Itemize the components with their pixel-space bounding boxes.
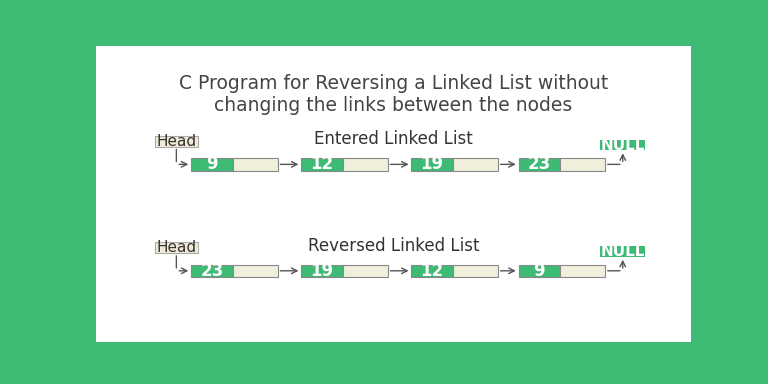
- FancyBboxPatch shape: [412, 265, 453, 277]
- FancyBboxPatch shape: [343, 158, 388, 170]
- FancyBboxPatch shape: [191, 158, 233, 170]
- Text: 23: 23: [200, 262, 223, 280]
- Text: C Program for Reversing a Linked List without
changing the links between the nod: C Program for Reversing a Linked List wi…: [179, 74, 608, 115]
- FancyBboxPatch shape: [301, 158, 343, 170]
- Text: Head: Head: [157, 134, 197, 149]
- Text: 9: 9: [534, 262, 545, 280]
- Text: 12: 12: [310, 156, 333, 173]
- FancyBboxPatch shape: [343, 265, 388, 277]
- FancyBboxPatch shape: [560, 158, 605, 170]
- Text: Head: Head: [157, 240, 197, 255]
- FancyBboxPatch shape: [233, 265, 277, 277]
- Text: 12: 12: [421, 262, 444, 280]
- FancyBboxPatch shape: [89, 43, 698, 345]
- Text: 23: 23: [528, 156, 551, 173]
- FancyBboxPatch shape: [191, 265, 233, 277]
- Text: 9: 9: [206, 156, 218, 173]
- Text: Entered Linked List: Entered Linked List: [314, 130, 473, 148]
- FancyBboxPatch shape: [518, 265, 560, 277]
- FancyBboxPatch shape: [155, 242, 198, 253]
- FancyBboxPatch shape: [601, 246, 645, 257]
- FancyBboxPatch shape: [453, 158, 498, 170]
- FancyBboxPatch shape: [233, 158, 277, 170]
- FancyBboxPatch shape: [560, 265, 605, 277]
- Text: 19: 19: [421, 156, 444, 173]
- Text: 19: 19: [310, 262, 333, 280]
- Text: NULL: NULL: [601, 137, 645, 152]
- Text: NULL: NULL: [601, 244, 645, 259]
- FancyBboxPatch shape: [155, 136, 198, 147]
- Text: Reversed Linked List: Reversed Linked List: [308, 237, 479, 255]
- FancyBboxPatch shape: [518, 158, 560, 170]
- FancyBboxPatch shape: [301, 265, 343, 277]
- FancyBboxPatch shape: [601, 140, 645, 151]
- FancyBboxPatch shape: [412, 158, 453, 170]
- FancyBboxPatch shape: [453, 265, 498, 277]
